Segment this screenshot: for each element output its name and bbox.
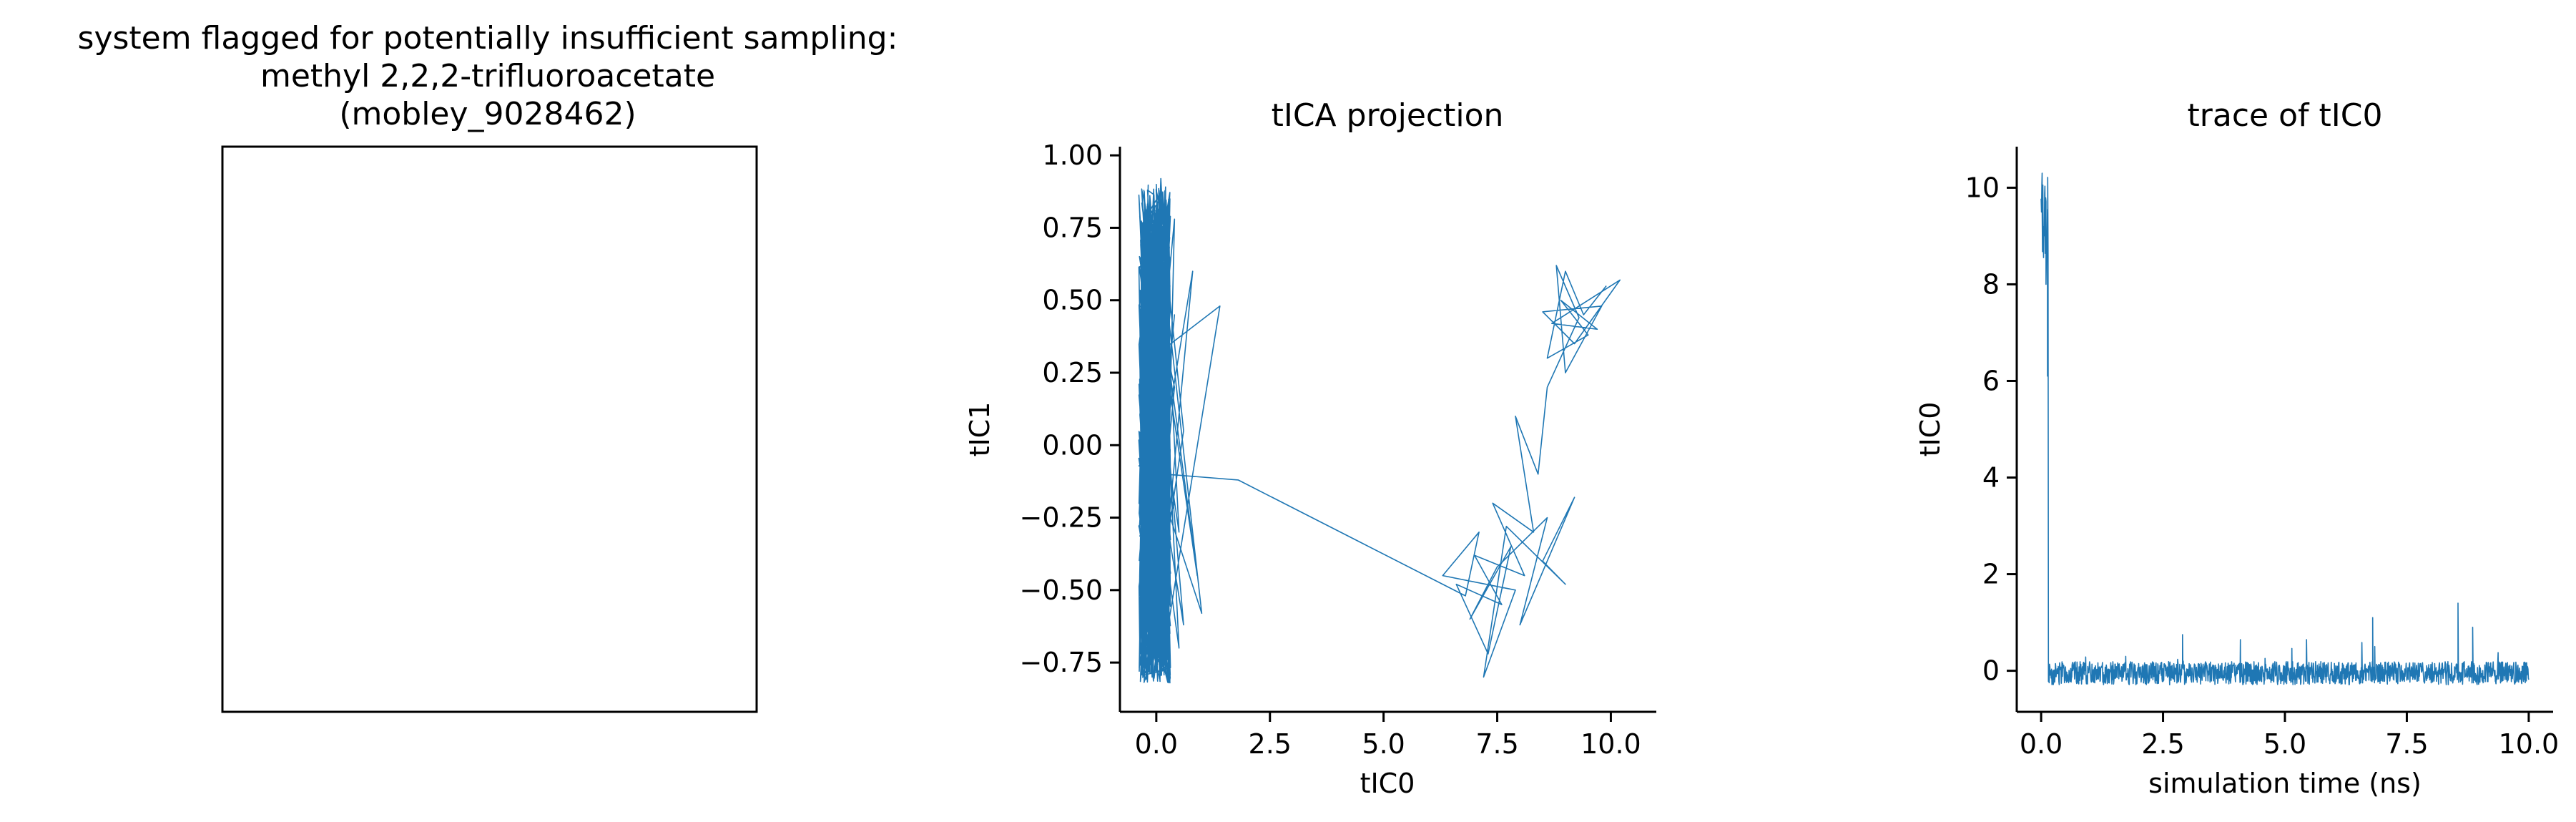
trace-ylabel: tIC0 bbox=[1914, 402, 1946, 457]
trace-ytick-label: 10 bbox=[1965, 172, 2000, 203]
tica-xlabel: tIC0 bbox=[1360, 768, 1415, 799]
trace-ytick-label: 0 bbox=[1982, 655, 2000, 687]
tica-ytick-label: −0.75 bbox=[1020, 647, 1103, 678]
trace-xtick-label: 2.5 bbox=[2141, 728, 2184, 760]
tica-ytick-label: 0.50 bbox=[1042, 285, 1103, 316]
trace-xtick-label: 0.0 bbox=[2020, 728, 2063, 760]
tica-plot-area bbox=[1138, 177, 1621, 684]
tica-trajectory-line bbox=[1138, 177, 1621, 684]
trace-ytick-label: 8 bbox=[1982, 268, 2000, 300]
trace-plot-area bbox=[2040, 172, 2530, 685]
trace-ytick-label: 4 bbox=[1982, 462, 2000, 494]
tica-axes: 0.0 2.5 5.0 7.5 10.0 −0.75 −0.50 −0.25 0.00 0.25 0… bbox=[1020, 140, 1656, 760]
tica-title: tICA projection bbox=[1272, 97, 1504, 134]
tica-xtick-label: 2.5 bbox=[1249, 728, 1292, 760]
tica-projection-panel: tICA projection 0.0 2.5 5.0 7.5 10.0 −0.75 −0.… bbox=[964, 97, 1656, 799]
trace-xtick-label: 5.0 bbox=[2263, 728, 2306, 760]
tica-xtick-label: 0.0 bbox=[1135, 728, 1178, 760]
tica-ytick-label: −0.25 bbox=[1020, 502, 1103, 534]
trace-ytick-label: 6 bbox=[1982, 365, 2000, 396]
trace-axes: 0.0 2.5 5.0 7.5 10.0 0 2 4 6 8 10 bbox=[1965, 147, 2560, 760]
tica-xtick-label: 5.0 bbox=[1362, 728, 1405, 760]
trace-xtick-label: 10.0 bbox=[2499, 728, 2560, 760]
tica-ylabel: tIC1 bbox=[964, 402, 996, 457]
suptitle-line-1: system flagged for potentially insuffici… bbox=[78, 20, 898, 57]
trace-xlabel: simulation time (ns) bbox=[2148, 768, 2422, 799]
molecule-panel-frame bbox=[221, 145, 758, 713]
tica-xtick-label: 10.0 bbox=[1580, 728, 1641, 760]
trace-ytick-label: 2 bbox=[1982, 559, 2000, 590]
tica-xtick-label: 7.5 bbox=[1475, 728, 1518, 760]
trace-tic0-line bbox=[2040, 172, 2530, 685]
tica-ytick-label: 1.00 bbox=[1042, 140, 1103, 171]
trace-xtick-label: 7.5 bbox=[2385, 728, 2428, 760]
tica-ytick-label: 0.75 bbox=[1042, 212, 1103, 243]
tica-ytick-label: 0.00 bbox=[1042, 429, 1103, 461]
tica-ytick-label: −0.50 bbox=[1020, 574, 1103, 606]
suptitle-line-2: methyl 2,2,2-trifluoroacetate bbox=[260, 58, 715, 94]
suptitle-line-3: (mobley_9028462) bbox=[339, 96, 636, 132]
trace-title: trace of tIC0 bbox=[2188, 97, 2383, 134]
tica-ytick-label: 0.25 bbox=[1042, 357, 1103, 388]
trace-panel: trace of tIC0 0.0 2.5 5.0 7.5 10.0 0 2 4 6 8 10 si… bbox=[1914, 97, 2559, 799]
